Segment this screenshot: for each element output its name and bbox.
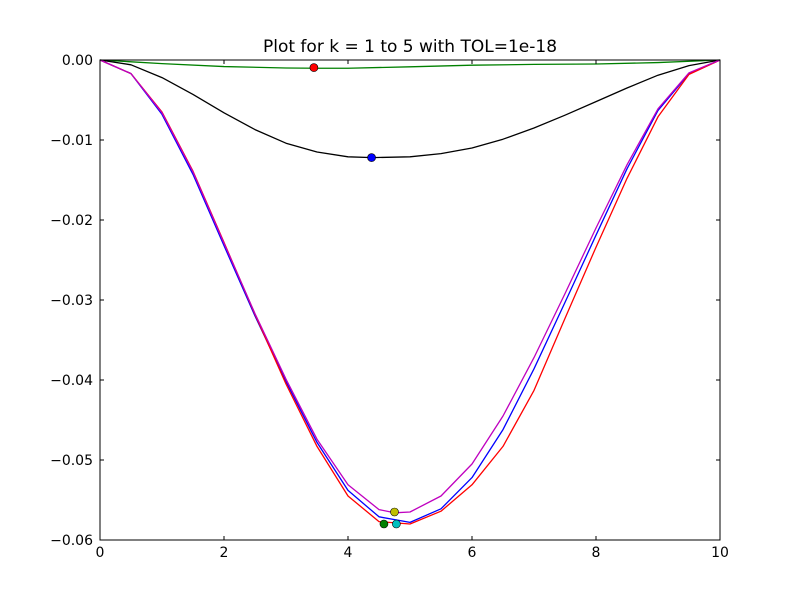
- chart-title: Plot for k = 1 to 5 with TOL=1e-18: [263, 37, 557, 57]
- y-tick-label-5: −0.05: [50, 453, 93, 469]
- marker-cyan: [392, 519, 401, 529]
- series-line-5: [99, 59, 721, 514]
- series-line-1: [99, 59, 721, 69]
- x-tick-label-5: 10: [711, 545, 729, 561]
- marker-yellow: [390, 507, 399, 517]
- y-tick-label-4: −0.04: [50, 373, 93, 389]
- series-layer: [99, 59, 721, 525]
- marker-red: [309, 63, 319, 72]
- y-tick-label-0: 0.00: [62, 53, 93, 69]
- marker-layer: [309, 63, 401, 529]
- tick-layer: 0 2 4 6 8 10 0.00 −0.01 −0.02 −0.03 −0.04 −0.05 −0.0…: [50, 53, 729, 561]
- y-tick-label-6: −0.06: [50, 533, 93, 549]
- marker-green: [379, 519, 389, 529]
- x-tick-label-0: 0: [96, 545, 105, 561]
- series-line-3: [99, 59, 721, 524]
- y-tick-label-3: −0.03: [50, 293, 93, 309]
- marker-blue: [367, 153, 376, 162]
- x-tick-label-4: 8: [592, 545, 601, 561]
- series-line-2: [99, 59, 721, 159]
- x-tick-label-3: 6: [468, 545, 477, 561]
- y-tick-label-2: −0.02: [50, 213, 93, 229]
- x-tick-label-2: 4: [344, 545, 353, 561]
- y-tick-label-1: −0.01: [50, 133, 93, 149]
- x-tick-label-1: 2: [220, 545, 229, 561]
